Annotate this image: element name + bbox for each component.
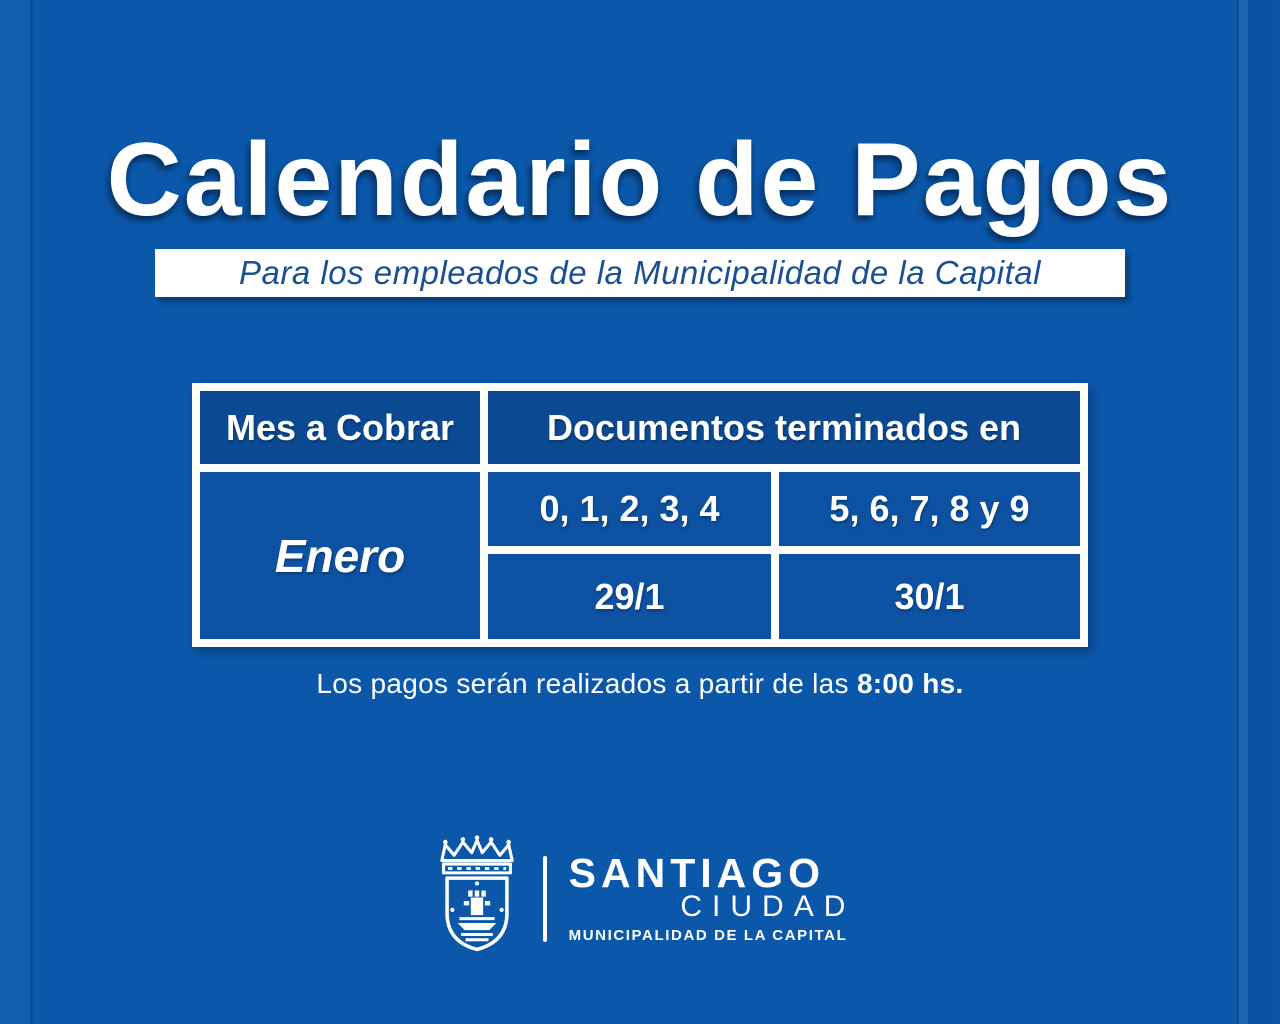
brand-subname: CIUDAD bbox=[680, 890, 856, 923]
brand-tagline: MUNICIPALIDAD DE LA CAPITAL bbox=[568, 927, 848, 944]
page-title: Calendario de Pagos bbox=[106, 122, 1174, 238]
payment-note-text: Los pagos serán realizados a partir de l… bbox=[316, 668, 849, 699]
logo-divider bbox=[542, 856, 547, 942]
table-cell-pay-date-1: 29/1 bbox=[488, 554, 771, 639]
right-edge-band-light bbox=[1239, 0, 1248, 1024]
table-header-documents: Documentos terminados en bbox=[488, 391, 1080, 464]
logo-text-block: SANTIAGO CIUDAD MUNICIPALIDAD DE LA CAPI… bbox=[568, 850, 848, 944]
table-cell-pay-date-2: 30/1 bbox=[779, 554, 1080, 639]
subtitle-banner: Para los empleados de la Municipalidad d… bbox=[155, 249, 1125, 297]
right-edge-band-dark bbox=[1248, 0, 1280, 1024]
table-header-month: Mes a Cobrar bbox=[200, 391, 480, 464]
table-cell-month: Enero bbox=[200, 472, 480, 639]
payment-schedule-table: Mes a Cobrar Documentos terminados en En… bbox=[192, 383, 1088, 647]
brand-name: SANTIAGO bbox=[568, 850, 826, 896]
table-cell-doc-group-1: 0, 1, 2, 3, 4 bbox=[488, 472, 771, 546]
payment-note-time: 8:00 hs. bbox=[856, 668, 964, 699]
left-edge-line bbox=[30, 0, 33, 1024]
crown-shield-castle-icon bbox=[439, 835, 514, 952]
footer-logo: SANTIAGO CIUDAD MUNICIPALIDAD DE LA CAPI… bbox=[0, 828, 1280, 960]
subtitle-text: Para los empleados de la Municipalidad d… bbox=[239, 254, 1041, 291]
right-edge-line bbox=[1236, 0, 1239, 1024]
payment-note: Los pagos serán realizados a partir de l… bbox=[0, 668, 1280, 700]
table-cell-doc-group-2: 5, 6, 7, 8 y 9 bbox=[779, 472, 1080, 546]
